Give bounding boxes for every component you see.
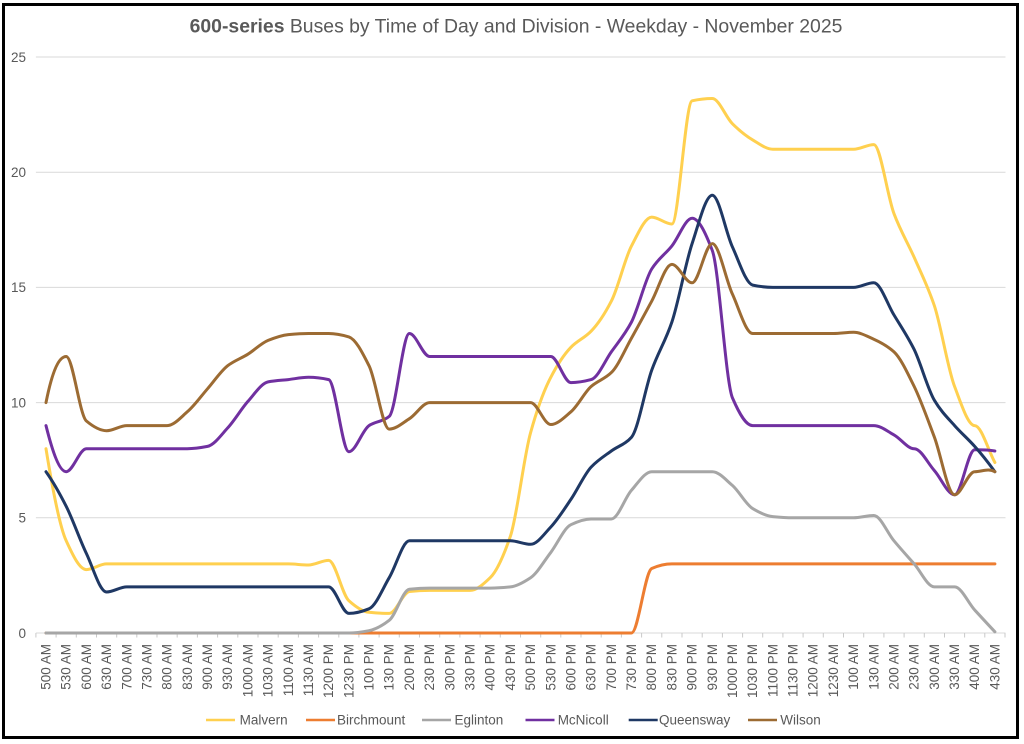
svg-text:1030 PM: 1030 PM bbox=[745, 644, 760, 698]
svg-text:5: 5 bbox=[18, 511, 26, 526]
svg-text:400 PM: 400 PM bbox=[483, 644, 498, 691]
svg-text:100 AM: 100 AM bbox=[846, 644, 861, 690]
svg-text:800 AM: 800 AM bbox=[160, 644, 175, 690]
svg-text:300 PM: 300 PM bbox=[442, 644, 457, 691]
svg-text:400 AM: 400 AM bbox=[967, 644, 982, 690]
svg-text:1030 AM: 1030 AM bbox=[261, 644, 276, 697]
svg-text:200 AM: 200 AM bbox=[887, 644, 902, 690]
svg-text:800 PM: 800 PM bbox=[644, 644, 659, 691]
svg-text:930 PM: 930 PM bbox=[705, 644, 720, 691]
svg-text:Wilson: Wilson bbox=[780, 713, 821, 728]
svg-text:500 AM: 500 AM bbox=[39, 644, 54, 690]
svg-text:600-series Buses by Time of Da: 600-series Buses by Time of Day and Divi… bbox=[190, 16, 843, 38]
svg-text:200 PM: 200 PM bbox=[402, 644, 417, 691]
svg-text:700 AM: 700 AM bbox=[119, 644, 134, 690]
svg-text:130 PM: 130 PM bbox=[382, 644, 397, 691]
svg-text:300 AM: 300 AM bbox=[927, 644, 942, 690]
svg-text:900 PM: 900 PM bbox=[685, 644, 700, 691]
svg-text:530 AM: 530 AM bbox=[59, 644, 74, 690]
svg-text:430 AM: 430 AM bbox=[987, 644, 1002, 690]
svg-text:Birchmount: Birchmount bbox=[337, 713, 406, 728]
svg-text:630 PM: 630 PM bbox=[584, 644, 599, 691]
svg-text:630 AM: 630 AM bbox=[99, 644, 114, 690]
svg-text:McNicoll: McNicoll bbox=[558, 713, 609, 728]
svg-text:330 PM: 330 PM bbox=[463, 644, 478, 691]
svg-text:730 PM: 730 PM bbox=[624, 644, 639, 691]
svg-text:10: 10 bbox=[11, 395, 26, 410]
svg-text:1130 PM: 1130 PM bbox=[786, 644, 801, 697]
svg-text:1200 PM: 1200 PM bbox=[321, 644, 336, 698]
svg-text:330 AM: 330 AM bbox=[947, 644, 962, 690]
svg-text:600 AM: 600 AM bbox=[79, 644, 94, 690]
svg-text:1100 PM: 1100 PM bbox=[765, 644, 780, 697]
svg-text:1000 PM: 1000 PM bbox=[725, 644, 740, 698]
svg-text:20: 20 bbox=[11, 165, 26, 180]
svg-text:530 PM: 530 PM bbox=[543, 644, 558, 691]
svg-text:1130 AM: 1130 AM bbox=[301, 644, 316, 696]
svg-text:230 PM: 230 PM bbox=[422, 644, 437, 691]
svg-text:25: 25 bbox=[11, 50, 26, 65]
svg-text:1200 AM: 1200 AM bbox=[806, 644, 821, 697]
svg-text:700 PM: 700 PM bbox=[604, 644, 619, 691]
svg-text:15: 15 bbox=[11, 280, 26, 295]
svg-text:1230 AM: 1230 AM bbox=[826, 644, 841, 697]
svg-text:130 AM: 130 AM bbox=[866, 644, 881, 690]
svg-text:1000 AM: 1000 AM bbox=[240, 644, 255, 697]
svg-text:1230 PM: 1230 PM bbox=[341, 644, 356, 698]
svg-text:830 PM: 830 PM bbox=[664, 644, 679, 691]
svg-text:Queensway: Queensway bbox=[659, 713, 731, 728]
svg-text:930 AM: 930 AM bbox=[220, 644, 235, 690]
svg-text:Eglinton: Eglinton bbox=[455, 713, 504, 728]
svg-text:230 AM: 230 AM bbox=[907, 644, 922, 690]
svg-text:900 AM: 900 AM bbox=[200, 644, 215, 690]
svg-text:830 AM: 830 AM bbox=[180, 644, 195, 690]
svg-text:430 PM: 430 PM bbox=[503, 644, 518, 691]
svg-text:500 PM: 500 PM bbox=[523, 644, 538, 691]
svg-text:Malvern: Malvern bbox=[240, 713, 288, 728]
svg-text:600 PM: 600 PM bbox=[563, 644, 578, 691]
svg-text:0: 0 bbox=[18, 626, 26, 641]
svg-text:730 AM: 730 AM bbox=[139, 644, 154, 690]
svg-text:100 PM: 100 PM bbox=[362, 644, 377, 691]
svg-text:1100 AM: 1100 AM bbox=[281, 644, 296, 696]
